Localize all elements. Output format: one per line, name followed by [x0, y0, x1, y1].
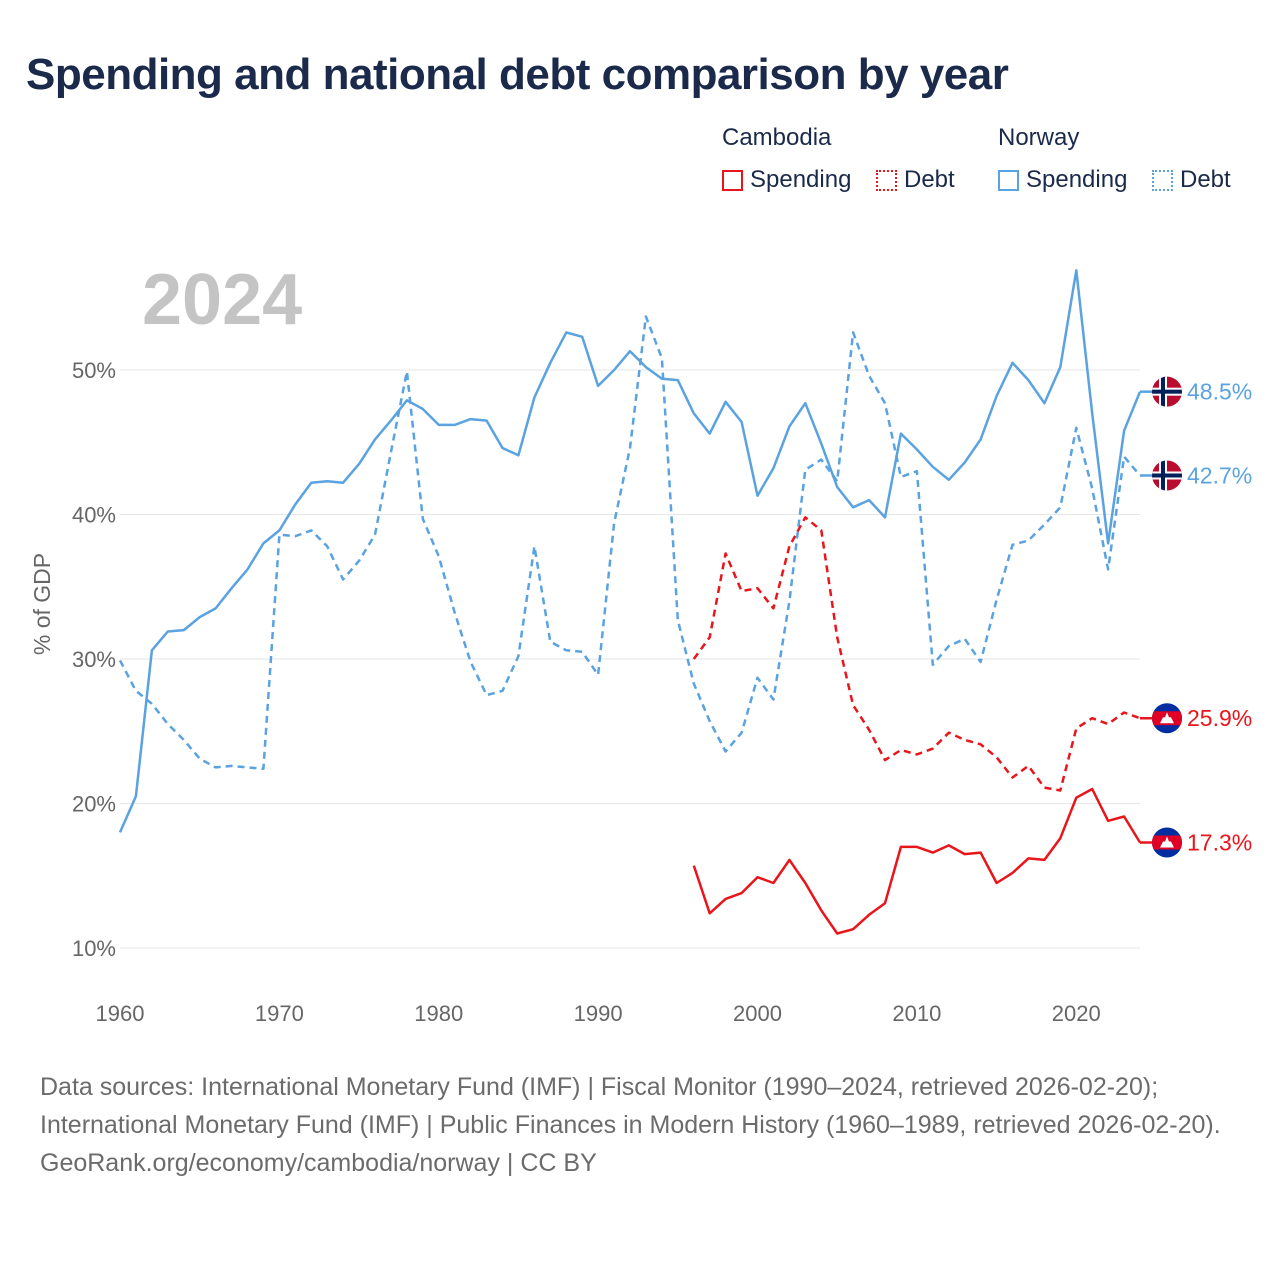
legend-label: Spending [750, 166, 852, 193]
norway-debt-line[interactable] [118, 315, 1141, 771]
cambodia-spending-line[interactable] [692, 787, 1142, 935]
data-sources-note: Data sources: International Monetary Fun… [40, 1073, 1221, 1139]
legend-country-cambodia: Cambodia [722, 124, 832, 151]
legend-swatch-solid [722, 169, 743, 191]
norway-spending-line[interactable] [118, 269, 1142, 833]
footer: Data sources: International Monetary Fun… [40, 1068, 1240, 1182]
norway-spending-end-marker: 48.5% [1140, 376, 1252, 407]
end-value-label: 25.9% [1187, 705, 1252, 731]
y-tick-label: 40% [72, 503, 116, 528]
cambodia-spending-end-marker: 17.3% [1140, 827, 1252, 858]
x-tick-label: 1970 [255, 1001, 304, 1026]
y-axis-label: % of GDP [29, 553, 55, 655]
norway-debt-end-marker: 42.7% [1140, 460, 1252, 491]
line-chart: 2024 % of GDP 10%20%30%40%50% 1960 1970 19… [29, 260, 1252, 1026]
end-value-label: 48.5% [1187, 379, 1252, 405]
cambodia-debt-line[interactable] [692, 516, 1141, 792]
legend-swatch-solid [998, 169, 1019, 191]
legend-swatch-dotted [1152, 169, 1173, 191]
x-tick-label: 2020 [1052, 1001, 1101, 1026]
legend-country-norway: Norway [998, 124, 1080, 151]
end-value-label: 42.7% [1187, 462, 1252, 488]
year-watermark: 2024 [142, 260, 302, 340]
legend-group-norway: Norway Spending Debt [998, 124, 1231, 193]
series-lines [118, 269, 1142, 935]
end-markers: 48.5% 42.7% 17.3% 25.9% [1140, 376, 1252, 858]
norway-flag-icon [1152, 376, 1182, 407]
legend-group-cambodia: Cambodia Spending Debt [722, 124, 955, 193]
x-tick-label: 2010 [892, 1001, 941, 1026]
legend-item-cambodia-debt[interactable]: Debt [876, 166, 955, 194]
x-tick-label: 1960 [96, 1001, 145, 1026]
legend-label: Debt [1180, 166, 1231, 193]
x-tick-label: 2000 [733, 1001, 782, 1026]
gridlines [120, 369, 1140, 949]
y-tick-label: 10% [72, 936, 116, 961]
legend-item-norway-spending[interactable]: Spending [998, 166, 1127, 194]
legend-label: Debt [904, 166, 955, 193]
x-ticks: 1960 1970 1980 1990 2000 2010 2020 [96, 1001, 1101, 1026]
legend-item-cambodia-spending[interactable]: Spending [722, 166, 851, 194]
x-tick-label: 1990 [574, 1001, 623, 1026]
chart-title: Spending and national debt comparison by… [26, 50, 1009, 99]
legend-item-norway-debt[interactable]: Debt [1152, 166, 1231, 194]
y-ticks: 10% 20% 30% 40% 50% [72, 358, 116, 961]
cambodia-debt-end-marker: 25.9% [1140, 703, 1252, 734]
end-value-label: 17.3% [1187, 830, 1252, 856]
y-tick-label: 30% [72, 647, 116, 672]
cambodia-flag-icon [1152, 827, 1182, 858]
y-tick-label: 20% [72, 792, 116, 817]
legend-swatch-dotted [876, 169, 897, 191]
cambodia-flag-icon [1152, 703, 1182, 734]
y-tick-label: 50% [72, 358, 116, 383]
credit-link[interactable]: GeoRank.org/economy/cambodia/norway | CC… [40, 1149, 597, 1177]
legend-label: Spending [1026, 166, 1128, 193]
x-tick-label: 1980 [414, 1001, 463, 1026]
norway-flag-icon [1152, 460, 1182, 491]
